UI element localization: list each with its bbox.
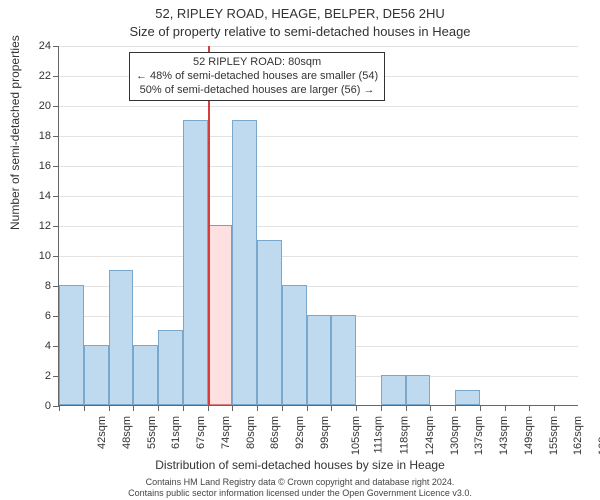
x-tick-label: 130sqm	[449, 416, 461, 455]
x-tick-label: 143sqm	[498, 416, 510, 455]
histogram-bar	[331, 315, 356, 405]
histogram-bar	[84, 345, 109, 405]
y-tick-label: 4	[23, 340, 51, 352]
x-tick-label: 149sqm	[523, 416, 535, 455]
footer-line2: Contains public sector information licen…	[128, 488, 472, 498]
x-tick-label: 86sqm	[269, 416, 281, 449]
histogram-bar	[257, 240, 282, 405]
x-tick	[356, 405, 357, 411]
histogram-bar	[232, 120, 257, 405]
gridline	[59, 136, 578, 137]
histogram-bar	[133, 345, 158, 405]
gridline	[59, 286, 578, 287]
x-tick-label: 61sqm	[170, 416, 182, 449]
x-tick	[208, 405, 209, 411]
histogram-bar	[282, 285, 307, 405]
y-tick-label: 8	[23, 280, 51, 292]
chart-container: 52, RIPLEY ROAD, HEAGE, BELPER, DE56 2HU…	[0, 0, 600, 500]
annotation-line1: 52 RIPLEY ROAD: 80sqm	[136, 56, 378, 70]
x-tick-label: 162sqm	[573, 416, 585, 455]
x-tick-label: 137sqm	[474, 416, 486, 455]
histogram-bar	[406, 375, 431, 405]
y-tick	[53, 136, 59, 137]
x-tick-label: 42sqm	[96, 416, 108, 449]
y-tick	[53, 46, 59, 47]
y-tick-label: 10	[23, 250, 51, 262]
x-tick-label: 55sqm	[146, 416, 158, 449]
x-tick-label: 105sqm	[350, 416, 362, 455]
histogram-bar	[381, 375, 406, 405]
gridline	[59, 46, 578, 47]
gridline	[59, 166, 578, 167]
x-tick	[307, 405, 308, 411]
x-tick-label: 48sqm	[121, 416, 133, 449]
gridline	[59, 196, 578, 197]
footer-line1: Contains HM Land Registry data © Crown c…	[146, 477, 455, 487]
y-tick	[53, 196, 59, 197]
x-tick	[554, 405, 555, 411]
x-tick-label: 67sqm	[195, 416, 207, 449]
y-tick-label: 16	[23, 160, 51, 172]
plot-area: 02468101214161820222442sqm48sqm55sqm61sq…	[58, 46, 578, 406]
y-tick-label: 14	[23, 190, 51, 202]
x-tick-label: 118sqm	[398, 416, 410, 454]
x-tick	[480, 405, 481, 411]
y-tick-label: 20	[23, 100, 51, 112]
x-tick	[455, 405, 456, 411]
x-tick	[406, 405, 407, 411]
y-tick-label: 22	[23, 70, 51, 82]
histogram-bar	[307, 315, 332, 405]
y-tick-label: 6	[23, 310, 51, 322]
x-tick-label: 80sqm	[245, 416, 257, 449]
x-tick-label: 74sqm	[220, 416, 232, 449]
histogram-bar	[455, 390, 480, 405]
gridline	[59, 226, 578, 227]
y-tick-label: 24	[23, 40, 51, 52]
annotation-line2: ← 48% of semi-detached houses are smalle…	[136, 70, 378, 84]
x-tick-label: 99sqm	[319, 416, 331, 449]
chart-title-line2: Size of property relative to semi-detach…	[0, 24, 600, 39]
y-tick-label: 12	[23, 220, 51, 232]
y-tick-label: 2	[23, 370, 51, 382]
y-tick	[53, 256, 59, 257]
x-tick	[133, 405, 134, 411]
histogram-bar	[208, 225, 233, 405]
x-tick	[158, 405, 159, 411]
chart-footer: Contains HM Land Registry data © Crown c…	[0, 477, 600, 498]
x-tick-label: 111sqm	[373, 416, 385, 454]
x-tick	[430, 405, 431, 411]
x-tick-label: 155sqm	[548, 416, 560, 455]
x-tick	[505, 405, 506, 411]
x-tick	[257, 405, 258, 411]
y-axis-title: Number of semi-detached properties	[8, 35, 22, 230]
x-tick	[183, 405, 184, 411]
histogram-bar	[183, 120, 208, 405]
y-tick-label: 0	[23, 400, 51, 412]
y-tick	[53, 76, 59, 77]
annotation-box: 52 RIPLEY ROAD: 80sqm← 48% of semi-detac…	[129, 52, 385, 101]
x-tick	[59, 405, 60, 411]
x-tick	[109, 405, 110, 411]
y-tick-label: 18	[23, 130, 51, 142]
x-tick	[84, 405, 85, 411]
gridline	[59, 256, 578, 257]
annotation-line3: 50% of semi-detached houses are larger (…	[136, 84, 378, 98]
y-tick	[53, 226, 59, 227]
chart-title-line1: 52, RIPLEY ROAD, HEAGE, BELPER, DE56 2HU	[0, 6, 600, 21]
x-tick-label: 124sqm	[424, 416, 436, 455]
x-axis-title: Distribution of semi-detached houses by …	[0, 458, 600, 472]
x-tick-label: 92sqm	[294, 416, 306, 449]
histogram-bar	[59, 285, 84, 405]
y-tick	[53, 106, 59, 107]
x-tick	[529, 405, 530, 411]
histogram-bar	[109, 270, 134, 405]
y-tick	[53, 166, 59, 167]
gridline	[59, 106, 578, 107]
x-tick	[232, 405, 233, 411]
x-tick	[331, 405, 332, 411]
x-tick	[282, 405, 283, 411]
x-tick	[381, 405, 382, 411]
histogram-bar	[158, 330, 183, 405]
